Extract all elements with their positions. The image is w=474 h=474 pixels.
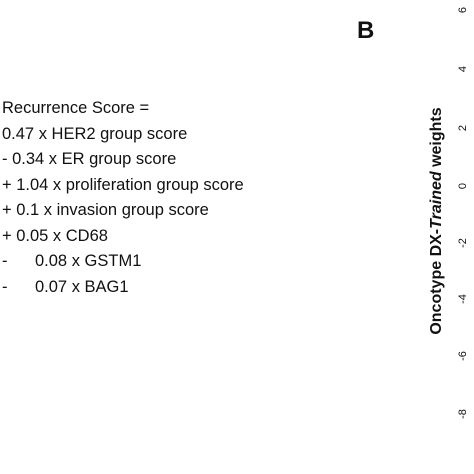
y-tick-label: -6 bbox=[457, 351, 469, 361]
y-tick-label: -2 bbox=[457, 238, 469, 248]
formula-line-proliferation: + 1.04 x proliferation group score bbox=[2, 175, 244, 194]
y-tick-label: -8 bbox=[457, 409, 469, 419]
y-tick-label: 4 bbox=[457, 65, 469, 73]
y-tick-label: -4 bbox=[457, 294, 469, 304]
panel-label: B bbox=[357, 17, 375, 44]
formula-line-gstm1: - 0.08 x GSTM1 bbox=[2, 252, 142, 270]
formula-line-invasion: + 0.1 x invasion group score bbox=[2, 201, 209, 219]
formula-line-er: - 0.34 x ER group score bbox=[2, 150, 177, 168]
formula-line-cd68: + 0.05 x CD68 bbox=[2, 226, 108, 245]
y-axis-label-italic: Trained bbox=[428, 171, 445, 229]
y-tick-label: 0 bbox=[457, 182, 469, 190]
formula-line-her2: 0.47 x HER2 group score bbox=[2, 124, 188, 143]
y-axis-label: Oncotype DX-Trained weights bbox=[428, 107, 446, 334]
y-axis-label-prefix: Oncotype DX- bbox=[428, 228, 445, 335]
y-tick-label: 2 bbox=[457, 124, 469, 132]
recurrence-score-formula: Recurrence Score = 0.47 x HER2 group sco… bbox=[2, 96, 312, 300]
formula-line-bag1: - 0.07 x BAG1 bbox=[2, 277, 129, 296]
y-axis-label-suffix: weights bbox=[428, 107, 445, 172]
formula-line-title: Recurrence Score = bbox=[2, 99, 150, 117]
y-tick-label: 6 bbox=[457, 6, 469, 14]
